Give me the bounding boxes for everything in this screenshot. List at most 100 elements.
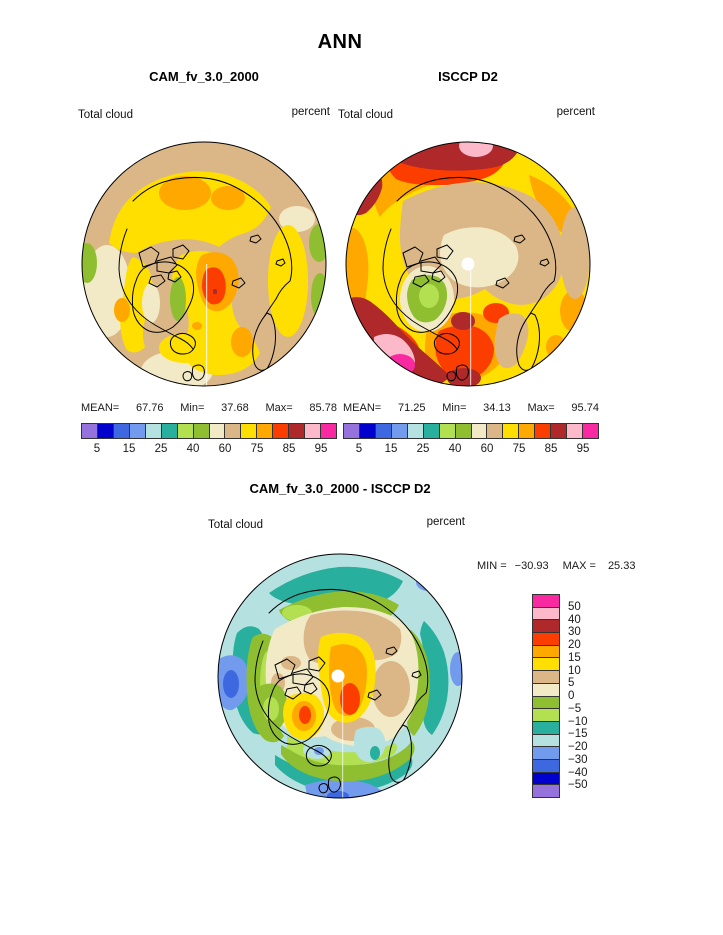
colorbar-swatch-13 [289,424,306,438]
colorbar-swatch-9 [487,424,504,438]
isccp-min-value: 34.13 [483,402,511,414]
isccp-units-label: percent [556,106,595,118]
isccp-meridian-line [470,264,472,386]
colorbar-tick-75: 75 [250,443,264,455]
cam-orange-scand [231,327,253,357]
diff-stats-line: MIN = −30.93 MAX = 25.33 [477,560,635,572]
colorbar-tick-25: 25 [416,443,430,455]
diff-colorbar-swatch-10 [533,721,559,735]
isccp-tan-scandinavia [494,313,529,369]
cam-min-label: Min= [180,402,205,414]
diff-colorbar-label-−40: −40 [568,766,588,779]
diff-colorbar-swatch-1 [533,607,559,621]
colorbar-swatch-1 [97,424,114,438]
diff-units-label: percent [426,516,465,528]
cam-polar-map [81,141,327,387]
diff-redorange-greenland [299,706,311,724]
colorbar-swatch-1 [359,424,376,438]
diff-map-border [217,553,463,799]
isccp-pole-dot [461,257,475,271]
diff-colorbar-labels: 50 40 30 20 15 10 5 0 −5 −10 −15 −20 −30 −40 −50 [566,594,606,798]
colorbar-swatch-15 [321,424,336,438]
colorbar-swatch-7 [455,424,472,438]
colorbar-swatch-11 [257,424,274,438]
diff-max-value: 25.33 [607,560,636,572]
colorbar-swatch-4 [145,424,162,438]
isccp-field-label: Total cloud [338,109,393,121]
colorbar-swatch-3 [391,424,408,438]
cam-mean-value: 67.76 [135,402,164,414]
colorbar-tick-40: 40 [186,443,200,455]
diff-blue-rightrim [450,652,462,686]
diff-green-bottom [281,741,415,782]
diff-colorbar-swatch-14 [533,772,559,786]
diff-colorbar-swatch-12 [533,747,559,760]
diff-colorbar-label-30: 30 [568,626,581,639]
colorbar-swatch-6 [439,424,456,438]
colorbar-swatch-8 [471,424,488,438]
colorbar-swatch-2 [375,424,392,438]
diff-colorbar-swatch-7 [533,683,559,697]
cam-min-value: 37.68 [221,402,249,414]
colorbar-swatch-15 [583,424,598,438]
cam-yellow-left [120,257,153,353]
diff-colorbar-label-50: 50 [568,600,581,613]
cam-green-greenland [170,277,186,321]
diff-pole-dot [331,669,345,683]
page-title: ANN [317,31,363,53]
isccp-tan-rightrim [560,207,590,299]
cam-map-border [81,141,327,387]
colorbar-swatch-14 [305,424,322,438]
colorbar-tick-85: 85 [282,443,296,455]
diff-colorbar-swatch-5 [533,658,559,672]
diff-colorbar-label-20: 20 [568,639,581,651]
cam-darkred-speck [213,289,217,294]
colorbar-swatch-7 [193,424,210,438]
cam-panel-title: CAM_fv_3.0_2000 [149,69,259,84]
diff-colorbar-swatch-9 [533,709,559,722]
diff-colorbar-label-−20: −20 [568,741,588,753]
cam-colorbar-ticks: 5 15 25 40 60 75 85 95 [81,443,337,457]
cam-yellow-right [268,225,308,337]
isccp-colorbar-ticks: 5 15 25 40 60 75 85 95 [343,443,599,457]
colorbar-tick-60: 60 [218,443,232,455]
colorbar-tick-75: 75 [512,443,526,455]
diff-min-label: MIN = [477,560,507,572]
cam-max-value: 85.78 [309,402,337,414]
isccp-colorbar [343,423,599,439]
diff-teal-bottom [275,755,413,792]
cam-orange-top1 [159,176,211,210]
cam-meridian-line [206,264,208,386]
diff-teal-interiorspeck [370,746,380,760]
colorbar-tick-95: 95 [314,443,328,455]
colorbar-swatch-4 [407,424,424,438]
colorbar-swatch-6 [177,424,194,438]
diff-colorbar-label-10: 10 [568,664,581,677]
isccp-max-value: 95.74 [571,402,599,414]
isccp-map-border [345,141,591,387]
isccp-min-label: Min= [442,402,467,414]
diff-blue-toprightrim [416,573,440,591]
diff-colorbar-swatch-15 [533,785,559,797]
diff-field-label: Total cloud [208,519,263,531]
colorbar-swatch-8 [209,424,226,438]
isccp-darkred-bottomright [533,362,553,378]
cam-mean-label: MEAN= [81,402,120,414]
isccp-redorange-bottomcenter [435,325,494,379]
diff-colorbar [532,594,560,798]
diff-blue-bottomrim [305,779,382,798]
diff-colorbar-swatch-0 [533,595,559,608]
colorbar-swatch-14 [567,424,584,438]
colorbar-swatch-5 [161,424,178,438]
diff-max-label: MAX = [562,560,596,572]
diff-min-value: −30.93 [514,560,549,572]
colorbar-tick-60: 60 [480,443,494,455]
diff-colorbar-label-−5: −5 [568,702,582,715]
colorbar-swatch-11 [519,424,536,438]
diff-colorbar-swatch-8 [533,696,559,710]
cam-green-leftrim [82,243,97,283]
diff-colorbar-swatch-13 [533,759,559,773]
colorbar-swatch-3 [129,424,146,438]
diff-tan-right [372,661,410,717]
